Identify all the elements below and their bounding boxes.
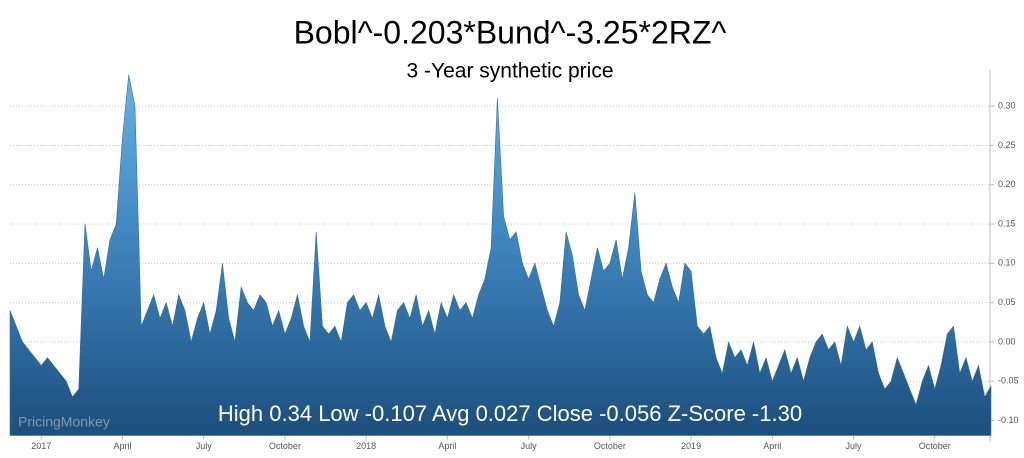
x-tick-label: April [763, 441, 781, 451]
chart-title: Bobl^-0.203*Bund^-3.25*2RZ^ [294, 14, 727, 50]
x-tick-label: 2019 [681, 441, 701, 451]
summary-annotation: High 0.34 Low -0.107 Avg 0.027 Close -0.… [218, 401, 802, 426]
x-tick-label: October [269, 441, 301, 451]
area-series [9, 74, 992, 436]
chart-subtitle: 3 -Year synthetic price [407, 60, 614, 83]
plot-area [9, 74, 992, 436]
y-tick-label: 0.10 [998, 258, 1016, 268]
y-tick-label: 0.25 [998, 140, 1016, 150]
x-tick-label: 2017 [31, 441, 51, 451]
x-tick-label: October [919, 441, 951, 451]
y-tick-label: -0.10 [998, 415, 1019, 425]
x-tick-label: April [113, 441, 131, 451]
x-tick-label: July [846, 441, 863, 451]
x-tick-label: July [196, 441, 213, 451]
y-tick-label: 0.00 [998, 336, 1016, 346]
y-tick-label: 0.30 [998, 101, 1016, 111]
watermark: PricingMonkey [18, 414, 110, 430]
x-tick-label: October [594, 441, 626, 451]
x-tick-label: 2018 [356, 441, 376, 451]
x-tick-label: July [521, 441, 538, 451]
labels: Bobl^-0.203*Bund^-3.25*2RZ^ 3 -Year synt… [18, 14, 1019, 450]
y-tick-label: 0.20 [998, 179, 1016, 189]
y-tick-label: 0.05 [998, 297, 1016, 307]
y-tick-label: -0.05 [998, 376, 1019, 386]
y-tick-label: 0.15 [998, 218, 1016, 228]
x-tick-label: April [438, 441, 456, 451]
